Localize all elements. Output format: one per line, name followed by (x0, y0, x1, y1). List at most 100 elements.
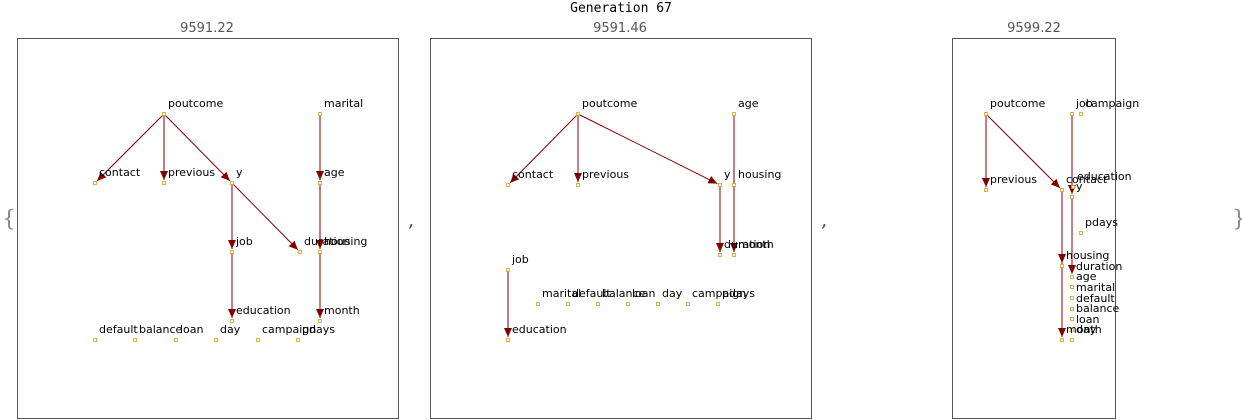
network-panel-2: 9591.46 poutcome age contact previous y housi… (430, 21, 812, 419)
node-label-job: job (1075, 97, 1093, 110)
node-label-contact: contact (512, 168, 554, 181)
node-label-pdays: pdays (302, 323, 335, 336)
node-marker-duration (298, 250, 302, 254)
node-marker-balance (1070, 317, 1074, 321)
node-marker-marital (1070, 296, 1074, 300)
node-label-balance: balance (139, 323, 183, 336)
node-label-age: age (324, 166, 345, 179)
node-label-campaign: campaign (1085, 97, 1139, 110)
panel-score: 9591.46 (593, 21, 647, 36)
node-label-job: job (511, 253, 529, 266)
node-label-age: age (738, 97, 759, 110)
node-marker-age (318, 181, 322, 185)
node-marker-poutcome (162, 112, 166, 116)
node-label-contact: contact (99, 166, 141, 179)
node-marker-duration (718, 253, 722, 257)
node-label-y: y (1076, 180, 1083, 193)
separator-1: , (408, 207, 414, 231)
edge-y-to-duration (231, 182, 299, 251)
node-label-day: day (662, 287, 683, 300)
node-marker-loan (1070, 328, 1074, 332)
node-label-marital: marital (542, 287, 581, 300)
node-marker-education (1071, 185, 1075, 189)
node-label-education: education (1077, 170, 1132, 183)
node-marker-job (1070, 112, 1074, 116)
node-label-age: age (1076, 270, 1097, 283)
node-marker-duration (1070, 275, 1074, 279)
node-marker-day (214, 338, 218, 342)
node-marker-housing (318, 250, 322, 254)
panel-frame (952, 38, 1116, 419)
node-marker-poutcome (984, 112, 988, 116)
node-label-previous: previous (582, 168, 629, 181)
node-label-month: month (1066, 323, 1102, 336)
node-marker-contact (1060, 188, 1064, 192)
node-marker-housing (1060, 264, 1064, 268)
node-marker-contact (93, 181, 97, 185)
node-label-y: y (724, 168, 731, 181)
node-label-default: default (1076, 292, 1115, 305)
node-label-default: default (99, 323, 138, 336)
panel-frame (430, 38, 812, 419)
node-marker-balance (133, 338, 137, 342)
node-marker-default (93, 338, 97, 342)
panel-frame (17, 38, 399, 419)
panel-score: 9591.22 (180, 21, 234, 36)
node-marker-education (230, 319, 234, 323)
node-label-duration: duration (1076, 260, 1122, 273)
node-marker-age (1070, 285, 1074, 289)
node-label-campaign: campaign (262, 323, 316, 336)
network-panel-1: 9591.22 poutcome marital contact previous y a… (17, 21, 399, 419)
node-marker-pdays (296, 338, 300, 342)
node-marker-housing (732, 183, 736, 187)
node-label-education: education (236, 304, 291, 317)
node-marker-education (506, 338, 510, 342)
node-marker-loan (626, 302, 630, 306)
node-marker-pdays (1079, 231, 1083, 235)
node-label-poutcome: poutcome (582, 97, 637, 110)
node-marker-default (1070, 307, 1074, 311)
node-marker-day (1070, 338, 1074, 342)
node-label-duration: duration (724, 238, 770, 251)
node-label-pdays: pdays (1085, 216, 1118, 229)
node-marker-job (506, 268, 510, 272)
node-label-previous: previous (990, 173, 1037, 186)
node-label-housing: housing (738, 168, 781, 181)
panel-score: 9599.22 (1007, 21, 1061, 36)
node-label-housing: housing (1066, 249, 1109, 262)
node-label-marital: marital (324, 97, 363, 110)
node-marker-loan (174, 338, 178, 342)
node-label-education: education (512, 323, 567, 336)
node-marker-campaign (256, 338, 260, 342)
node-label-balance: balance (602, 287, 646, 300)
node-label-contact: contact (1066, 173, 1108, 186)
node-label-marital: marital (1076, 281, 1115, 294)
node-marker-month (1060, 338, 1064, 342)
node-label-loan: loan (632, 287, 656, 300)
node-label-previous: previous (168, 166, 215, 179)
edge-poutcome-to-contact (985, 113, 1061, 189)
open-brace: { (2, 207, 16, 232)
node-label-housing: housing (324, 235, 367, 248)
node-label-poutcome: poutcome (168, 97, 223, 110)
node-marker-job (230, 250, 234, 254)
node-label-loan: loan (180, 323, 204, 336)
node-marker-y (230, 181, 234, 185)
edge-poutcome-to-y (163, 113, 231, 182)
node-marker-balance (596, 302, 600, 306)
node-marker-campaign (1079, 112, 1083, 116)
node-marker-previous (576, 183, 580, 187)
node-marker-month (318, 319, 322, 323)
close-brace: } (1232, 207, 1242, 232)
node-label-poutcome: poutcome (990, 97, 1045, 110)
generation-title: Generation 67 (570, 1, 672, 16)
edge-poutcome-to-contact (96, 113, 165, 182)
node-marker-y (1070, 195, 1074, 199)
node-label-loan: loan (1076, 313, 1100, 326)
node-label-month: month (738, 238, 774, 251)
node-marker-contact (506, 183, 510, 187)
node-marker-poutcome (576, 112, 580, 116)
node-label-balance: balance (1076, 302, 1120, 315)
